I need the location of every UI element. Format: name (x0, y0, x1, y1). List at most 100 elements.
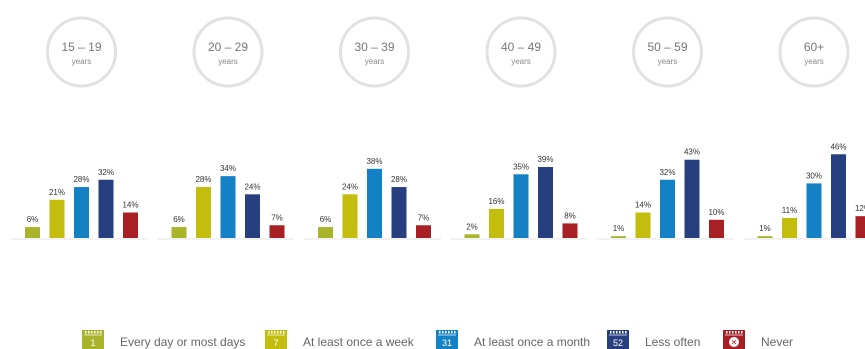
bar (757, 236, 773, 238)
legend-label: Never (761, 335, 793, 349)
age-label: 40 – 49 (501, 40, 541, 54)
data-label: 14% (122, 201, 138, 210)
calendar-icon: 31 (436, 330, 458, 349)
bar (123, 212, 138, 238)
data-label: 21% (49, 188, 65, 197)
calendar-ring (738, 331, 740, 334)
legend: 1 Every day or most days 7 At least once a … (82, 330, 793, 349)
calendar-x-icon: ✕ (723, 330, 745, 349)
data-label: 11% (782, 206, 797, 215)
age-group: 40 – 49 years 2% 16% 35% 39% 8% (450, 16, 588, 240)
bar (709, 219, 724, 238)
data-label: 6% (173, 215, 185, 224)
data-label: 46% (830, 142, 846, 151)
legend-item: 7 At least once a week (265, 330, 415, 349)
calendar-number: 7 (273, 338, 278, 348)
bar (391, 187, 407, 238)
calendar-ring (97, 331, 99, 334)
bar (367, 168, 382, 238)
calendar-ring (445, 331, 447, 334)
bar (416, 225, 431, 238)
calendar-ring (268, 331, 270, 334)
calendar-ring (85, 331, 87, 334)
bar (25, 227, 40, 238)
calendar-ring (454, 331, 456, 334)
calendar-ring (448, 331, 450, 334)
data-label: 1% (759, 224, 771, 233)
bar (318, 227, 333, 238)
bar (611, 236, 626, 238)
data-label: 39% (537, 155, 553, 164)
calendar-ring (610, 331, 612, 334)
data-label: 28% (195, 175, 211, 184)
calendar-ring (271, 331, 273, 334)
calendar-ring (729, 331, 731, 334)
data-label: 7% (271, 213, 283, 222)
calendar-ring (622, 331, 624, 334)
bar (74, 187, 89, 238)
calendar-ring (274, 331, 276, 334)
calendar-icon: 52 (607, 330, 629, 349)
age-label: 15 – 19 (61, 40, 101, 54)
data-label: 32% (98, 168, 114, 177)
bar (49, 199, 65, 238)
data-label: 30% (806, 171, 822, 180)
calendar-ring (741, 331, 743, 334)
calendar-ring (280, 331, 282, 334)
bar (684, 159, 700, 238)
data-label: 32% (659, 168, 675, 177)
calendar-ring (735, 331, 737, 334)
bar (538, 167, 553, 238)
legend-label: Every day or most days (120, 335, 245, 349)
data-label: 7% (418, 213, 430, 222)
x-mark: ✕ (731, 338, 738, 347)
age-circle (485, 16, 557, 88)
bar (196, 187, 211, 238)
bar (635, 212, 651, 238)
age-circle (778, 16, 850, 88)
data-label: 2% (466, 222, 478, 231)
calendar-ring (619, 331, 621, 334)
age-unit: years (72, 57, 92, 66)
bar (171, 227, 187, 238)
age-unit: years (365, 57, 385, 66)
x-circle (729, 337, 739, 347)
calendar-ring (625, 331, 627, 334)
calendar-ring (442, 331, 444, 334)
calendar-number: 31 (442, 338, 452, 348)
data-label: 16% (488, 197, 504, 206)
calendar-ring (451, 331, 453, 334)
age-unit: years (658, 57, 678, 66)
data-label: 6% (27, 215, 39, 224)
data-label: 12% (855, 204, 865, 213)
age-groups: 15 – 19 years 6% 21% 28% 32% 14% 20 – 29 years 6%… (11, 16, 865, 240)
bar (806, 183, 822, 238)
data-label: 24% (342, 182, 358, 191)
calendar-ring (616, 331, 618, 334)
bar (855, 216, 865, 238)
bar (513, 174, 529, 238)
bar (269, 225, 285, 238)
legend-item: ✕ Never (723, 330, 793, 349)
data-label: 43% (684, 148, 700, 157)
calendar-ring (100, 331, 102, 334)
age-label: 50 – 59 (647, 40, 687, 54)
legend-label: At least once a week (303, 335, 415, 349)
bar (782, 217, 797, 238)
age-label: 60+ (804, 40, 824, 54)
age-unit: years (804, 57, 824, 66)
bar (489, 208, 504, 238)
data-label: 35% (513, 162, 529, 171)
data-label: 1% (613, 224, 625, 233)
calendar-number: 1 (90, 338, 95, 348)
age-circle (339, 16, 410, 88)
age-group: 60+ years 1% 11% 30% 46% 12% (743, 16, 865, 240)
age-label: 30 – 39 (354, 40, 394, 54)
bar (562, 223, 578, 238)
age-group: 15 – 19 years 6% 21% 28% 32% 14% (11, 16, 148, 240)
legend-item: 52 Less often (607, 330, 700, 349)
calendar-ring (277, 331, 279, 334)
data-label: 6% (320, 215, 332, 224)
legend-label: Less often (645, 335, 700, 349)
